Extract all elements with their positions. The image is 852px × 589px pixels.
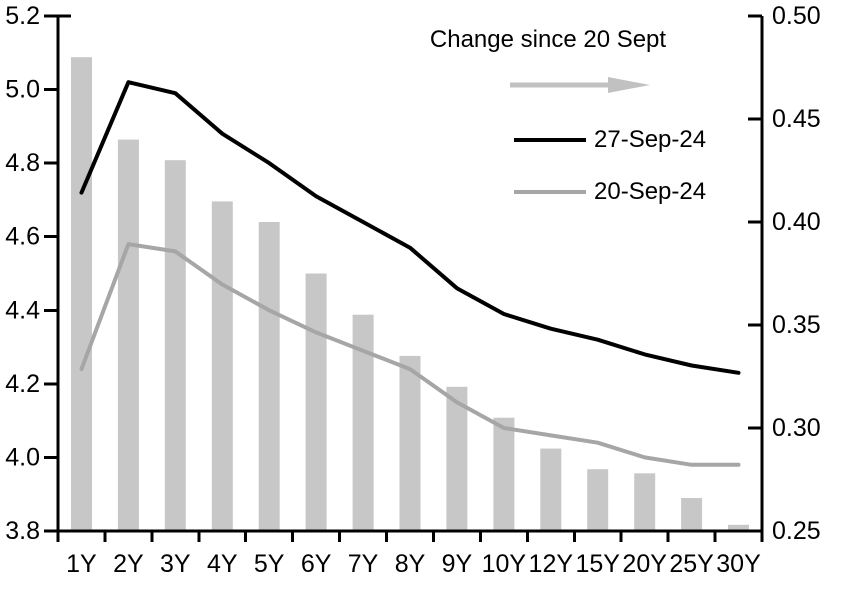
y-left-tick-label-4.4: 4.4: [5, 296, 40, 324]
x-tick-label-25Y: 25Y: [669, 550, 714, 578]
x-tick-label-20Y: 20Y: [622, 550, 667, 578]
legend-title-change-since: Change since 20 Sept: [429, 26, 667, 53]
x-tick-label-4Y: 4Y: [207, 550, 238, 578]
y-left-tick-label-4.2: 4.2: [5, 370, 40, 398]
legend-item-20-sep-24: 20-Sep-24: [514, 177, 706, 207]
legend-item-27-sep-24: 27-Sep-24: [514, 125, 706, 155]
y-left-tick-label-4.6: 4.6: [5, 223, 40, 251]
legend-label-20-sep-24: 20-Sep-24: [594, 178, 707, 205]
bar-6Y: [305, 273, 327, 531]
bar-5Y: [258, 222, 280, 531]
bar-2Y: [117, 139, 139, 531]
x-tick-label-7Y: 7Y: [348, 550, 379, 578]
change-arrow-icon: [510, 77, 650, 93]
y-left-tick-label-3.8: 3.8: [5, 517, 40, 545]
y-right-tick-label-0.25: 0.25: [772, 517, 821, 545]
legend-label-27-sep-24: 27-Sep-24: [594, 126, 707, 153]
bar-7Y: [352, 314, 374, 531]
bars-change-since-20-sept: [71, 57, 749, 531]
y-left-tick-label-4.8: 4.8: [5, 149, 40, 177]
line-swatch-20-sep-24: [514, 190, 586, 194]
axis-tick-labels: 5.2 5.0 4.8 4.6 4.4 4.2 4.0 3.8 0.50 0.45 0.40 0.35…: [5, 2, 820, 578]
arrow-head: [608, 77, 650, 93]
bar-25Y: [681, 498, 703, 531]
bar-12Y: [540, 448, 562, 531]
y-right-tick-label-0.30: 0.30: [772, 414, 821, 442]
y-left-tick-label-5.2: 5.2: [5, 2, 40, 30]
bar-30Y: [728, 524, 749, 531]
axis-ticks: [44, 14, 764, 542]
x-tick-label-12Y: 12Y: [529, 550, 574, 578]
x-tick-label-3Y: 3Y: [160, 550, 191, 578]
bar-9Y: [446, 386, 468, 531]
line-swatch-27-sep-24: [514, 138, 586, 142]
x-tick-label-15Y: 15Y: [575, 550, 620, 578]
x-tick-label-9Y: 9Y: [442, 550, 473, 578]
bar-8Y: [399, 355, 421, 531]
x-tick-label-5Y: 5Y: [254, 550, 285, 578]
x-tick-label-6Y: 6Y: [301, 550, 332, 578]
x-tick-label-2Y: 2Y: [113, 550, 144, 578]
x-tick-label-1Y: 1Y: [66, 550, 97, 578]
x-tick-label-8Y: 8Y: [395, 550, 426, 578]
y-right-tick-label-0.50: 0.50: [772, 2, 821, 30]
bar-3Y: [164, 160, 186, 531]
bar-4Y: [211, 201, 233, 531]
bar-1Y: [71, 57, 92, 531]
y-left-tick-label-5.0: 5.0: [5, 76, 40, 104]
bar-15Y: [587, 469, 609, 531]
bar-10Y: [493, 417, 515, 531]
x-tick-label-10Y: 10Y: [482, 550, 527, 578]
bar-20Y: [634, 473, 656, 531]
line-27-sep-24: [79, 80, 741, 375]
y-left-tick-label-4.0: 4.0: [5, 443, 40, 471]
axes: [56, 16, 764, 533]
y-right-tick-label-0.35: 0.35: [772, 311, 821, 339]
y-right-tick-label-0.45: 0.45: [772, 105, 821, 133]
y-right-tick-label-0.40: 0.40: [772, 208, 821, 236]
line-20-sep-24: [79, 242, 741, 467]
x-tick-label-30Y: 30Y: [716, 550, 761, 578]
